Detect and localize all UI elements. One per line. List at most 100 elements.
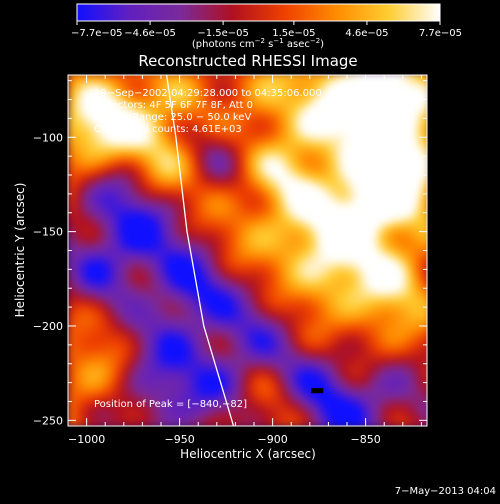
heatmap-cell <box>96 167 101 172</box>
heatmap-cell <box>147 294 152 299</box>
heatmap-cell <box>180 393 185 398</box>
heatmap-cell <box>310 270 315 275</box>
heatmap-cell <box>342 266 347 271</box>
heatmap-cell <box>124 214 129 219</box>
heatmap-cell <box>319 82 324 87</box>
heatmap-cell <box>82 176 87 181</box>
heatmap-cell <box>68 384 73 389</box>
heatmap-cell <box>212 237 217 242</box>
heatmap-cell <box>147 379 152 384</box>
heatmap-cell <box>277 185 282 190</box>
heatmap-cell <box>189 195 194 200</box>
heatmap-cell <box>291 417 296 422</box>
heatmap-cell <box>77 190 82 195</box>
heatmap-cell <box>166 242 171 247</box>
heatmap-cell <box>161 171 166 176</box>
heatmap-cell <box>77 100 82 105</box>
heatmap-cell <box>128 388 133 393</box>
heatmap-cell <box>147 275 152 280</box>
heatmap-cell <box>133 214 138 219</box>
heatmap-cell <box>138 280 143 285</box>
heatmap-cell <box>166 261 171 266</box>
heatmap-cell <box>175 214 180 219</box>
heatmap-cell <box>156 393 161 398</box>
heatmap-cell <box>347 303 352 308</box>
heatmap-cell <box>254 105 259 110</box>
heatmap-cell <box>338 218 343 223</box>
heatmap-cell <box>96 77 101 82</box>
heatmap-cell <box>254 200 259 205</box>
heatmap-cell <box>314 152 319 157</box>
heatmap-cell <box>324 148 329 153</box>
heatmap-cell <box>110 171 115 176</box>
heatmap-cell <box>217 332 222 337</box>
heatmap-cell <box>347 105 352 110</box>
heatmap-cell <box>245 284 250 289</box>
heatmap-cell <box>68 176 73 181</box>
heatmap-cell <box>333 209 338 214</box>
heatmap-cell <box>91 261 96 266</box>
heatmap-cell <box>282 171 287 176</box>
heatmap-cell <box>217 308 222 313</box>
heatmap-cell <box>324 247 329 252</box>
heatmap-cell <box>138 214 143 219</box>
heatmap-cell <box>356 313 361 318</box>
heatmap-cell <box>268 313 273 318</box>
heatmap-cell <box>115 374 120 379</box>
heatmap-cell <box>370 223 375 228</box>
heatmap-cell <box>203 218 208 223</box>
heatmap-cell <box>217 214 222 219</box>
heatmap-cell <box>73 266 78 271</box>
heatmap-cell <box>324 407 329 412</box>
heatmap-cell <box>328 124 333 129</box>
heatmap-cell <box>263 261 268 266</box>
heatmap-cell <box>310 181 315 186</box>
heatmap-cell <box>73 251 78 256</box>
heatmap-cell <box>375 351 380 356</box>
heatmap-cell <box>235 299 240 304</box>
heatmap-cell <box>273 374 278 379</box>
heatmap-cell <box>115 209 120 214</box>
heatmap-cell <box>175 336 180 341</box>
heatmap-cell <box>338 256 343 261</box>
heatmap-cell <box>77 157 82 162</box>
heatmap-cell <box>296 374 301 379</box>
heatmap-cell <box>310 341 315 346</box>
heatmap-cell <box>77 195 82 200</box>
heatmap-cell <box>245 185 250 190</box>
heatmap-cell <box>268 148 273 153</box>
heatmap-cell <box>291 190 296 195</box>
heatmap-cell <box>189 313 194 318</box>
heatmap-cell <box>217 233 222 238</box>
heatmap-cell <box>212 223 217 228</box>
heatmap-cell <box>342 138 347 143</box>
heatmap-cell <box>263 256 268 261</box>
heatmap-cell <box>87 280 92 285</box>
heatmap-cell <box>347 360 352 365</box>
heatmap-cell <box>82 346 87 351</box>
heatmap-cell <box>87 152 92 157</box>
heatmap-cell <box>221 233 226 238</box>
heatmap-cell <box>142 289 147 294</box>
heatmap-cell <box>101 242 106 247</box>
heatmap-cell <box>273 242 278 247</box>
heatmap-cell <box>124 270 129 275</box>
heatmap-cell <box>175 317 180 322</box>
heatmap-cell <box>87 355 92 360</box>
heatmap-cell <box>273 360 278 365</box>
heatmap-cell <box>291 209 296 214</box>
heatmap-cell <box>189 299 194 304</box>
heatmap-cell <box>263 384 268 389</box>
heatmap-cell <box>263 251 268 256</box>
heatmap-cell <box>324 365 329 370</box>
heatmap-cell <box>110 369 115 374</box>
heatmap-cell <box>226 223 231 228</box>
heatmap-cell <box>110 270 115 275</box>
heatmap-cell <box>73 275 78 280</box>
heatmap-cell <box>142 308 147 313</box>
heatmap-cell <box>138 322 143 327</box>
heatmap-cell <box>115 412 120 417</box>
heatmap-cell <box>87 124 92 129</box>
heatmap-cell <box>124 157 129 162</box>
heatmap-cell <box>328 275 333 280</box>
